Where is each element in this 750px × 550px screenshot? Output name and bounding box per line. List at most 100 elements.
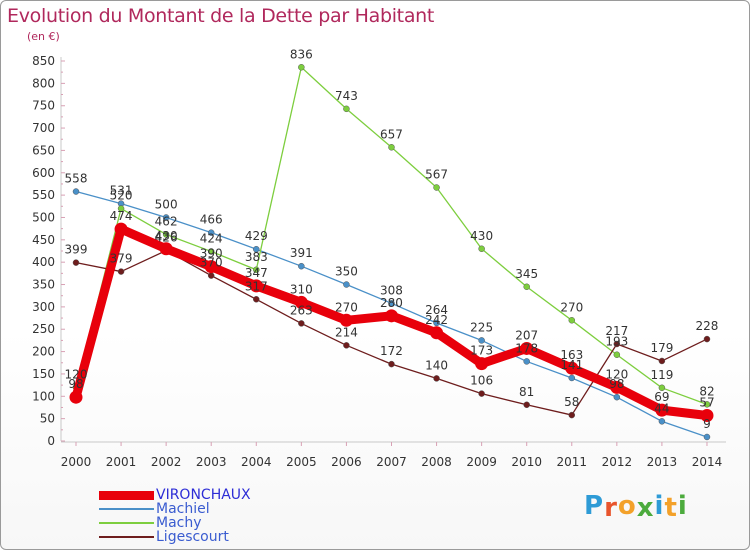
data-label-machiel: 558: [65, 172, 88, 186]
data-point-machiel: [298, 262, 305, 270]
data-point-machiel: [703, 433, 711, 441]
data-point-ligescourt: [703, 335, 711, 343]
data-label-ligescourt: 58: [564, 395, 579, 409]
x-tick-label: 2014: [692, 455, 723, 469]
data-label-vironchaux: 98: [68, 377, 83, 391]
y-tick-label: 500: [32, 210, 55, 224]
x-tick-label: 2005: [286, 455, 317, 469]
data-point-machiel: [613, 393, 621, 401]
data-point-vironchaux: [339, 313, 353, 327]
data-label-machiel: 350: [335, 265, 358, 279]
data-point-machy: [478, 245, 485, 253]
data-label-vironchaux: 207: [515, 328, 538, 342]
data-label-vironchaux: 390: [200, 247, 223, 261]
legend-label: Ligescourt: [156, 529, 229, 545]
data-point-machiel: [523, 358, 530, 365]
data-label-machiel: 500: [155, 197, 178, 211]
data-label-machy: 193: [605, 335, 628, 349]
y-tick-label: 200: [32, 345, 55, 359]
y-tick-label: 50: [40, 412, 55, 426]
data-point-machy: [253, 266, 260, 274]
data-point-machy: [207, 248, 215, 255]
data-label-ligescourt: 140: [425, 358, 448, 372]
data-label-machy: 424: [200, 231, 223, 245]
y-tick-label: 700: [32, 121, 55, 135]
unit-label: (en €): [27, 30, 60, 43]
x-tick-label: 2008: [421, 455, 452, 469]
y-tick-label: 250: [32, 322, 55, 336]
legend-item-ligescourt: Ligescourt: [99, 529, 229, 545]
data-label-machy: 520: [110, 189, 133, 203]
y-tick-label: 100: [32, 389, 55, 403]
data-point-machy: [613, 351, 621, 358]
y-tick-label: 600: [32, 166, 55, 180]
data-point-machy: [568, 317, 576, 324]
data-label-machiel: 178: [515, 341, 538, 355]
data-point-ligescourt: [298, 320, 305, 327]
data-point-machiel: [253, 245, 260, 253]
x-tick-label: 2010: [511, 455, 542, 469]
data-point-vironchaux: [700, 409, 714, 423]
data-point-vironchaux: [475, 357, 489, 371]
data-point-machiel: [343, 281, 350, 288]
data-label-vironchaux: 347: [245, 266, 268, 280]
y-tick-label: 750: [32, 99, 55, 113]
data-point-machiel: [568, 374, 576, 382]
data-label-machiel: 308: [380, 283, 403, 297]
x-tick-label: 2009: [466, 455, 497, 469]
data-point-machy: [703, 401, 711, 408]
data-point-machy: [162, 231, 170, 238]
data-label-ligescourt: 379: [110, 252, 133, 266]
data-label-vironchaux: 242: [425, 313, 448, 327]
data-label-machiel: 391: [290, 246, 313, 260]
data-point-vironchaux: [69, 390, 83, 404]
legend-swatch: [99, 536, 154, 538]
data-point-machy: [117, 205, 125, 212]
y-tick-label: 300: [32, 300, 55, 314]
data-point-ligescourt: [343, 342, 350, 349]
data-point-machiel: [207, 229, 215, 236]
legend-item-machiel: Machiel: [99, 501, 210, 517]
data-label-machiel: 225: [470, 320, 493, 334]
data-point-machiel: [388, 300, 395, 307]
x-tick-label: 2002: [151, 455, 182, 469]
data-label-ligescourt: 426: [155, 231, 178, 245]
y-tick-label: 550: [32, 188, 55, 202]
data-point-vironchaux: [204, 260, 218, 274]
x-tick-label: 2003: [196, 455, 227, 469]
data-label-machiel: 141: [560, 358, 583, 372]
data-point-ligescourt: [523, 401, 530, 409]
y-tick-label: 150: [32, 367, 55, 381]
data-label-ligescourt: 81: [519, 385, 534, 399]
data-point-machiel: [162, 214, 170, 221]
x-tick-label: 2006: [331, 455, 362, 469]
data-label-machy: 120: [65, 367, 88, 381]
data-point-vironchaux: [610, 380, 624, 394]
x-tick-label: 2004: [241, 455, 272, 469]
data-label-machiel: 531: [110, 184, 133, 198]
y-tick-label: 350: [32, 278, 55, 292]
data-point-machy: [298, 64, 305, 71]
y-tick-label: 650: [32, 143, 55, 157]
data-label-machiel: 429: [245, 229, 268, 243]
data-point-vironchaux: [430, 326, 444, 340]
data-point-vironchaux: [565, 361, 579, 375]
data-label-ligescourt: 179: [650, 341, 673, 355]
data-label-machy: 657: [380, 127, 403, 141]
data-point-ligescourt: [568, 411, 576, 419]
legend-item-vironchaux: VIRONCHAUX: [99, 487, 251, 503]
data-label-ligescourt: 172: [380, 344, 403, 358]
data-label-vironchaux: 120: [605, 367, 628, 381]
data-point-machiel: [433, 319, 440, 327]
x-tick-label: 2013: [647, 455, 678, 469]
data-point-machy: [658, 384, 666, 392]
legend-label: VIRONCHAUX: [156, 487, 251, 503]
data-point-machiel: [478, 337, 485, 344]
data-point-machy: [388, 144, 395, 151]
chart-title: Evolution du Montant de la Dette par Hab…: [7, 5, 435, 27]
data-point-vironchaux: [655, 403, 669, 417]
x-tick-label: 2012: [602, 455, 633, 469]
y-tick-label: 450: [32, 233, 55, 247]
legend-swatch: [99, 508, 154, 510]
